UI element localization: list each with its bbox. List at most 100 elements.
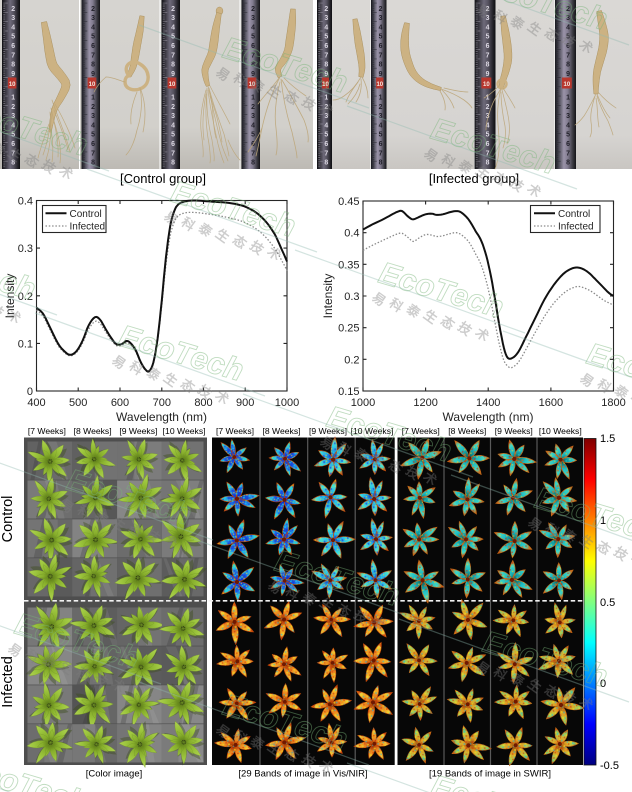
- svg-text:9: 9: [251, 71, 255, 78]
- svg-text:7: 7: [251, 52, 255, 59]
- svg-text:0: 0: [600, 678, 606, 690]
- svg-text:7: 7: [486, 150, 490, 157]
- svg-text:1: 1: [379, 95, 383, 102]
- svg-text:1: 1: [11, 95, 15, 102]
- svg-text:6: 6: [251, 43, 255, 50]
- svg-text:5: 5: [91, 132, 95, 139]
- svg-text:Wavelength (nm): Wavelength (nm): [443, 410, 534, 424]
- svg-text:5: 5: [171, 132, 175, 139]
- svg-text:[8 Weeks]: [8 Weeks]: [74, 426, 112, 436]
- svg-text:7: 7: [11, 150, 15, 157]
- svg-text:10: 10: [483, 82, 490, 88]
- svg-text:6: 6: [171, 43, 175, 50]
- svg-text:1400: 1400: [476, 397, 500, 409]
- svg-text:0.15: 0.15: [338, 386, 359, 398]
- svg-text:2: 2: [171, 104, 175, 111]
- svg-text:7: 7: [566, 52, 570, 59]
- svg-text:6: 6: [171, 141, 175, 148]
- svg-text:0.25: 0.25: [338, 323, 359, 335]
- svg-text:1: 1: [324, 95, 328, 102]
- svg-text:8: 8: [171, 62, 175, 69]
- svg-text:2: 2: [324, 104, 328, 111]
- svg-text:[9 Weeks]: [9 Weeks]: [495, 426, 533, 436]
- svg-text:9: 9: [379, 71, 383, 78]
- svg-text:1800: 1800: [601, 397, 625, 409]
- svg-text:2: 2: [486, 104, 490, 111]
- svg-text:700: 700: [153, 397, 171, 409]
- svg-text:8: 8: [566, 160, 570, 167]
- svg-text:5: 5: [251, 132, 255, 139]
- svg-text:1: 1: [566, 95, 570, 102]
- svg-text:4: 4: [486, 122, 490, 129]
- svg-text:5: 5: [251, 34, 255, 41]
- svg-text:[9 Weeks]: [9 Weeks]: [119, 426, 157, 436]
- svg-text:8: 8: [324, 160, 328, 167]
- svg-text:3: 3: [566, 15, 570, 22]
- svg-text:1: 1: [486, 95, 490, 102]
- svg-text:0.5: 0.5: [600, 597, 615, 609]
- svg-text:6: 6: [486, 43, 490, 50]
- svg-text:7: 7: [566, 150, 570, 157]
- svg-text:5: 5: [171, 34, 175, 41]
- svg-text:7: 7: [11, 52, 15, 59]
- svg-text:400: 400: [27, 397, 45, 409]
- svg-text:500: 500: [69, 397, 87, 409]
- svg-text:0.3: 0.3: [344, 291, 359, 303]
- svg-text:6: 6: [566, 141, 570, 148]
- svg-text:5: 5: [566, 34, 570, 41]
- svg-text:10: 10: [322, 82, 329, 88]
- svg-text:Control: Control: [0, 496, 16, 543]
- svg-text:2: 2: [379, 104, 383, 111]
- svg-text:3: 3: [171, 113, 175, 120]
- svg-text:Control: Control: [558, 209, 590, 220]
- svg-text:0.1: 0.1: [18, 338, 33, 350]
- svg-text:4: 4: [91, 24, 95, 31]
- svg-text:3: 3: [324, 15, 328, 22]
- svg-text:4: 4: [566, 122, 570, 129]
- svg-text:8: 8: [379, 62, 383, 69]
- svg-text:5: 5: [566, 132, 570, 139]
- svg-text:6: 6: [486, 141, 490, 148]
- svg-text:4: 4: [11, 122, 15, 129]
- svg-text:[10 Weeks]: [10 Weeks]: [351, 426, 394, 436]
- svg-text:3: 3: [486, 15, 490, 22]
- svg-text:0.4: 0.4: [18, 196, 33, 208]
- svg-text:Infected: Infected: [70, 222, 106, 233]
- svg-text:[Control group]: [Control group]: [120, 171, 206, 186]
- svg-text:10: 10: [249, 82, 256, 88]
- svg-text:3: 3: [251, 113, 255, 120]
- svg-text:8: 8: [486, 160, 490, 167]
- svg-text:7: 7: [379, 150, 383, 157]
- svg-text:Intensity: Intensity: [321, 274, 335, 319]
- svg-text:1600: 1600: [539, 397, 563, 409]
- svg-text:3: 3: [251, 15, 255, 22]
- svg-text:[10 Weeks]: [10 Weeks]: [539, 426, 582, 436]
- svg-text:3: 3: [171, 15, 175, 22]
- svg-text:[Infected group]: [Infected group]: [429, 171, 519, 186]
- svg-text:8: 8: [251, 62, 255, 69]
- svg-text:Infected: Infected: [0, 656, 16, 708]
- svg-text:1: 1: [171, 95, 175, 102]
- svg-text:10: 10: [9, 82, 16, 88]
- svg-text:9: 9: [171, 71, 175, 78]
- svg-text:3: 3: [566, 113, 570, 120]
- svg-text:6: 6: [324, 43, 328, 50]
- svg-text:6: 6: [91, 141, 95, 148]
- svg-text:600: 600: [111, 397, 129, 409]
- svg-text:5: 5: [379, 34, 383, 41]
- svg-text:8: 8: [171, 160, 175, 167]
- svg-text:Wavelength (nm): Wavelength (nm): [116, 410, 207, 424]
- svg-text:3: 3: [486, 113, 490, 120]
- svg-text:9: 9: [566, 71, 570, 78]
- svg-text:2: 2: [486, 6, 490, 13]
- svg-text:10: 10: [376, 82, 383, 88]
- svg-text:4: 4: [566, 24, 570, 31]
- svg-text:0.45: 0.45: [338, 196, 359, 208]
- svg-text:Intensity: Intensity: [3, 274, 17, 319]
- svg-text:6: 6: [379, 141, 383, 148]
- svg-text:10: 10: [564, 82, 571, 88]
- svg-text:3: 3: [379, 15, 383, 22]
- svg-text:2: 2: [251, 6, 255, 13]
- svg-text:1000: 1000: [275, 397, 299, 409]
- svg-text:2: 2: [91, 6, 95, 13]
